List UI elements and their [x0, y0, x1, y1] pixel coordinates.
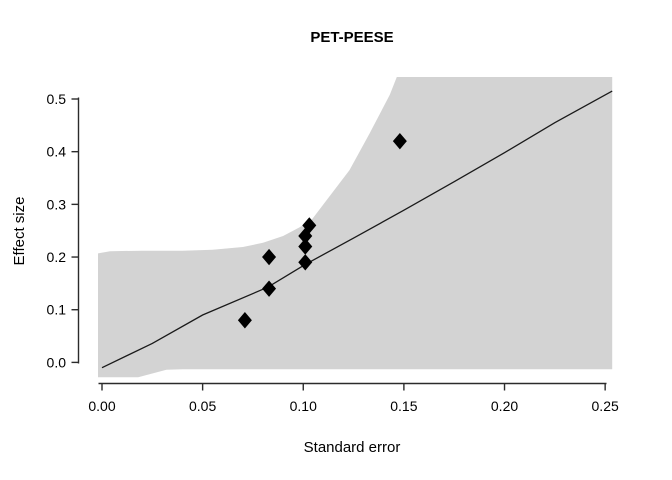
- x-tick-marks: [101, 383, 606, 391]
- data-point-diamond: [262, 280, 277, 297]
- x-axis-title: Standard error: [304, 439, 401, 456]
- y-tick-label: 0.4: [47, 144, 67, 160]
- x-tick-label: 0.20: [491, 398, 518, 414]
- data-points: [237, 132, 407, 329]
- y-axis-title: Effect size: [11, 197, 28, 266]
- y-tick-marks: [71, 98, 79, 364]
- data-point-diamond: [298, 238, 313, 255]
- x-axis: 0.00 0.05 0.10 0.15 0.20 0.25: [88, 382, 619, 414]
- data-point-diamond: [392, 132, 407, 150]
- y-tick-label: 0.1: [47, 302, 67, 318]
- x-tick-label: 0.05: [189, 398, 216, 414]
- y-axis: 0.0 0.1 0.2 0.3 0.4 0.5: [47, 91, 80, 370]
- y-tick-label: 0.0: [47, 354, 67, 370]
- regression-line: [101, 90, 613, 369]
- plot-title: PET-PEESE: [310, 29, 393, 46]
- x-tick-labels: 0.00 0.05 0.10 0.15 0.20 0.25: [88, 398, 619, 414]
- ci-region: [98, 77, 613, 378]
- y-tick-label: 0.2: [47, 249, 67, 265]
- x-tick-label: 0.10: [290, 398, 317, 414]
- x-tick-label: 0.00: [88, 398, 115, 414]
- data-point-diamond: [237, 312, 252, 329]
- data-point-diamond: [302, 217, 317, 234]
- data-point-diamond: [298, 254, 313, 271]
- y-tick-labels: 0.0 0.1 0.2 0.3 0.4 0.5: [47, 91, 67, 370]
- x-tick-label: 0.25: [592, 398, 619, 414]
- data-point-diamond: [262, 248, 277, 266]
- x-tick-label: 0.15: [390, 398, 417, 414]
- y-tick-label: 0.5: [47, 91, 67, 107]
- y-tick-label: 0.3: [47, 196, 67, 212]
